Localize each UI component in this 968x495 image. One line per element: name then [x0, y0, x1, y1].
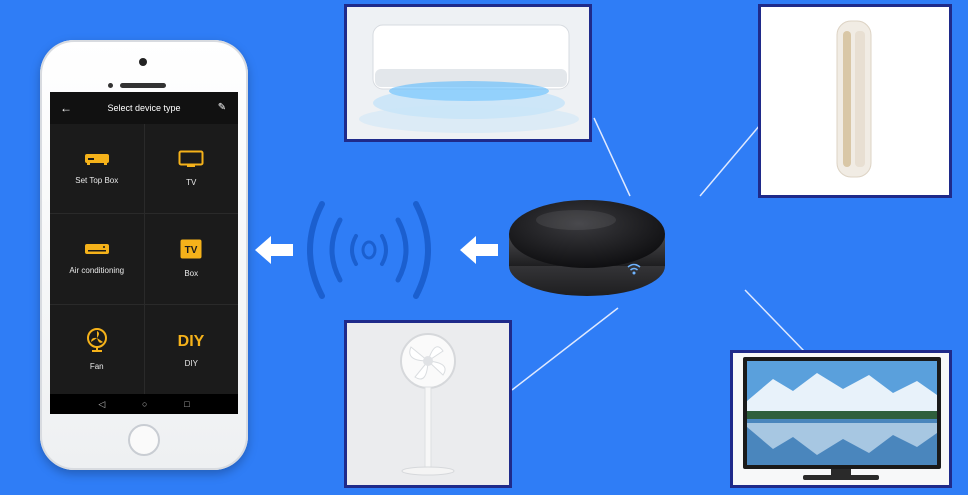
nav-recent-icon[interactable]: □ — [184, 399, 190, 409]
tv-icon — [178, 150, 204, 168]
diy-icon: DIY — [178, 333, 205, 349]
standing-fan-image — [347, 323, 509, 485]
air-conditioner-image — [347, 7, 589, 139]
tv-box-badge-text: TV — [185, 245, 198, 256]
smartphone: ← Select device type ✎ Set Top Box — [40, 40, 248, 470]
television-image — [733, 353, 949, 485]
android-nav-bar: ◁ ○ □ — [50, 394, 238, 414]
diy-badge-text: DIY — [178, 333, 205, 349]
wifi-indicator-icon — [627, 263, 641, 275]
tower-air-conditioner-photo — [758, 4, 952, 198]
fan-icon — [86, 327, 107, 352]
device-tile-tv[interactable]: TV — [144, 124, 238, 214]
set-top-box-icon — [84, 154, 109, 166]
home-button[interactable] — [128, 424, 160, 456]
device-label: Fan — [89, 361, 104, 371]
device-tile-air-conditioning[interactable]: Air conditioning — [50, 214, 144, 304]
app-header: ← Select device type ✎ — [50, 92, 238, 124]
device-type-grid: Set Top Box TV Ai — [50, 124, 238, 394]
page-title: Select device type — [107, 103, 181, 113]
earpiece-speaker — [120, 83, 166, 88]
tower-air-conditioner-image — [761, 7, 949, 195]
ir-blaster-hub — [509, 200, 665, 296]
air-conditioner-photo — [344, 4, 592, 142]
proximity-sensor — [108, 83, 113, 88]
nav-home-icon[interactable]: ○ — [142, 399, 148, 409]
pencil-icon[interactable]: ✎ — [217, 102, 227, 113]
device-tile-fan[interactable]: Fan — [50, 304, 144, 394]
television-photo — [730, 350, 952, 488]
device-label: Air conditioning — [69, 266, 125, 276]
arrow-left-icon — [255, 236, 293, 264]
standing-fan-photo — [344, 320, 512, 488]
front-camera — [139, 58, 147, 66]
air-conditioner-icon — [84, 244, 109, 255]
device-tile-set-top-box[interactable]: Set Top Box — [50, 124, 144, 214]
arrow-left-icon[interactable]: ← — [60, 101, 72, 115]
signal-waves-icon — [307, 201, 431, 299]
device-label: Box — [184, 269, 199, 279]
tv-box-icon: TV — [180, 239, 202, 259]
device-label: DIY — [184, 358, 198, 368]
arrow-left-icon — [460, 236, 498, 264]
device-tile-diy[interactable]: DIY DIY — [144, 304, 238, 394]
device-label: TV — [186, 178, 197, 188]
device-label: Set Top Box — [75, 176, 119, 186]
device-tile-box[interactable]: TV Box — [144, 214, 238, 304]
nav-back-icon[interactable]: ◁ — [98, 399, 106, 409]
app-screen: ← Select device type ✎ Set Top Box — [50, 92, 238, 414]
